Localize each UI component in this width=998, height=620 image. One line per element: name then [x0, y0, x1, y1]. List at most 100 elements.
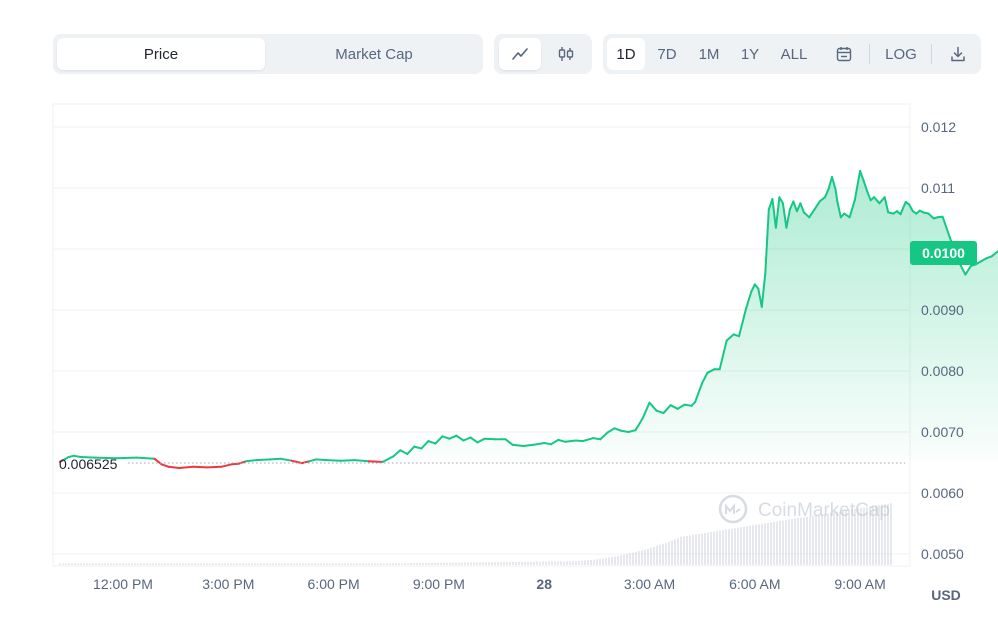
price-line-segment	[237, 460, 247, 465]
chart-style-toggle	[494, 34, 592, 74]
price-line-segment	[824, 188, 830, 199]
y-tick-label: 0.0080	[921, 363, 964, 379]
price-line-segment	[167, 465, 181, 469]
market-cap-tab[interactable]: Market Cap	[335, 45, 413, 63]
price-line-segment	[399, 449, 409, 455]
price-line-segment	[701, 371, 709, 385]
price-line-segment	[557, 438, 567, 443]
price-line-segment	[301, 460, 310, 465]
price-line-segment	[550, 438, 560, 446]
range-all[interactable]: ALL	[780, 45, 808, 63]
price-line-segment	[866, 190, 872, 202]
log-scale-button[interactable]: LOG	[885, 45, 917, 63]
price-line-segment	[781, 202, 788, 229]
coinmarketcap-logo-mark	[725, 503, 741, 514]
price-line-segment	[455, 434, 465, 442]
price-line-segment	[745, 290, 753, 310]
price-line-segment	[93, 456, 117, 460]
price-line-segment	[136, 456, 156, 460]
price-line-segment	[581, 437, 595, 443]
price-line-segment	[941, 215, 951, 238]
price-line-segment	[72, 454, 82, 458]
price-line-segment	[676, 403, 686, 410]
price-line-segment	[641, 401, 651, 420]
price-line-segment	[434, 435, 444, 445]
price-line-segment	[599, 431, 609, 441]
price-line-segment	[669, 404, 679, 410]
price-line-segment	[353, 459, 370, 463]
price-line-segment	[448, 434, 458, 440]
price-line-segment	[469, 436, 479, 444]
price-line-segment	[648, 401, 658, 412]
y-tick-label: 0.0060	[921, 485, 964, 501]
calendar-button[interactable]	[827, 38, 861, 70]
price-line-segment	[853, 169, 862, 202]
price-line-segment	[785, 208, 791, 229]
price-line-segment	[367, 460, 384, 463]
price-line-segment	[662, 404, 672, 415]
price-line-segment	[718, 339, 728, 371]
price-line-segment	[230, 462, 240, 466]
price-line-segment	[255, 458, 272, 462]
price-line-segment	[813, 200, 821, 211]
price-line-segment	[990, 251, 998, 258]
candlestick-icon	[558, 47, 574, 61]
price-line-segment	[115, 456, 138, 460]
x-tick-label: 12:00 PM	[93, 576, 153, 592]
price-line-segment	[706, 368, 716, 374]
price-tab[interactable]: Price	[57, 38, 265, 70]
calendar-icon	[836, 47, 852, 62]
price-line-segment	[818, 196, 826, 203]
price-line-segment	[843, 212, 851, 219]
price-line-segment	[160, 463, 170, 468]
price-line-segment	[441, 435, 451, 440]
price-line-segment	[543, 442, 553, 446]
price-line-segment	[178, 465, 195, 469]
x-tick-label: 3:00 AM	[624, 576, 675, 592]
range-1m[interactable]: 1M	[698, 45, 720, 63]
price-line-segment	[462, 436, 472, 442]
line-chart-icon	[512, 48, 528, 60]
price-line-segment	[406, 445, 416, 455]
price-line-segment	[634, 417, 644, 432]
price-line-segment	[532, 442, 546, 446]
price-line-segment	[574, 439, 584, 443]
coinmarketcap-logo-icon	[718, 494, 748, 524]
price-line-segment	[308, 458, 318, 463]
range-7d[interactable]: 7D	[657, 45, 677, 63]
price-line-segment	[827, 176, 833, 191]
line-chart-button[interactable]	[499, 38, 541, 70]
price-line-segment	[771, 198, 777, 229]
download-button[interactable]	[941, 38, 975, 70]
price-line-segment	[206, 465, 223, 469]
range-toggle: 1D 7D 1M 1Y ALL LOG	[603, 34, 981, 74]
price-line-segment	[392, 449, 402, 458]
price-line-segment	[522, 443, 535, 447]
y-tick-label: 0.0090	[921, 302, 964, 318]
price-line-segment	[627, 429, 637, 433]
price-line-segment	[192, 465, 209, 469]
price-line-segment	[606, 427, 616, 434]
price-line-segment	[836, 200, 842, 219]
range-1y[interactable]: 1Y	[740, 45, 760, 63]
range-1d[interactable]: 1D	[607, 38, 645, 70]
price-line-segment	[795, 202, 802, 213]
price-line-segment	[974, 260, 983, 266]
price-line-segment	[315, 458, 328, 462]
price-line-segment	[564, 439, 577, 443]
price-line-segment	[831, 176, 837, 191]
volume-bars	[59, 503, 892, 565]
price-line-segment	[878, 196, 886, 205]
price-line-segment	[325, 459, 342, 462]
price-line-segment	[802, 211, 811, 219]
price-line-segment	[899, 201, 907, 216]
x-tick-label: 3:00 PM	[202, 576, 254, 592]
price-line-segment	[908, 203, 914, 213]
price-line-segment	[79, 456, 96, 459]
candlestick-button[interactable]	[545, 38, 587, 70]
price-line-segment	[269, 457, 282, 461]
price-line-segment	[725, 333, 735, 342]
price-line-segment	[476, 437, 486, 444]
price-line-segment	[760, 272, 767, 308]
